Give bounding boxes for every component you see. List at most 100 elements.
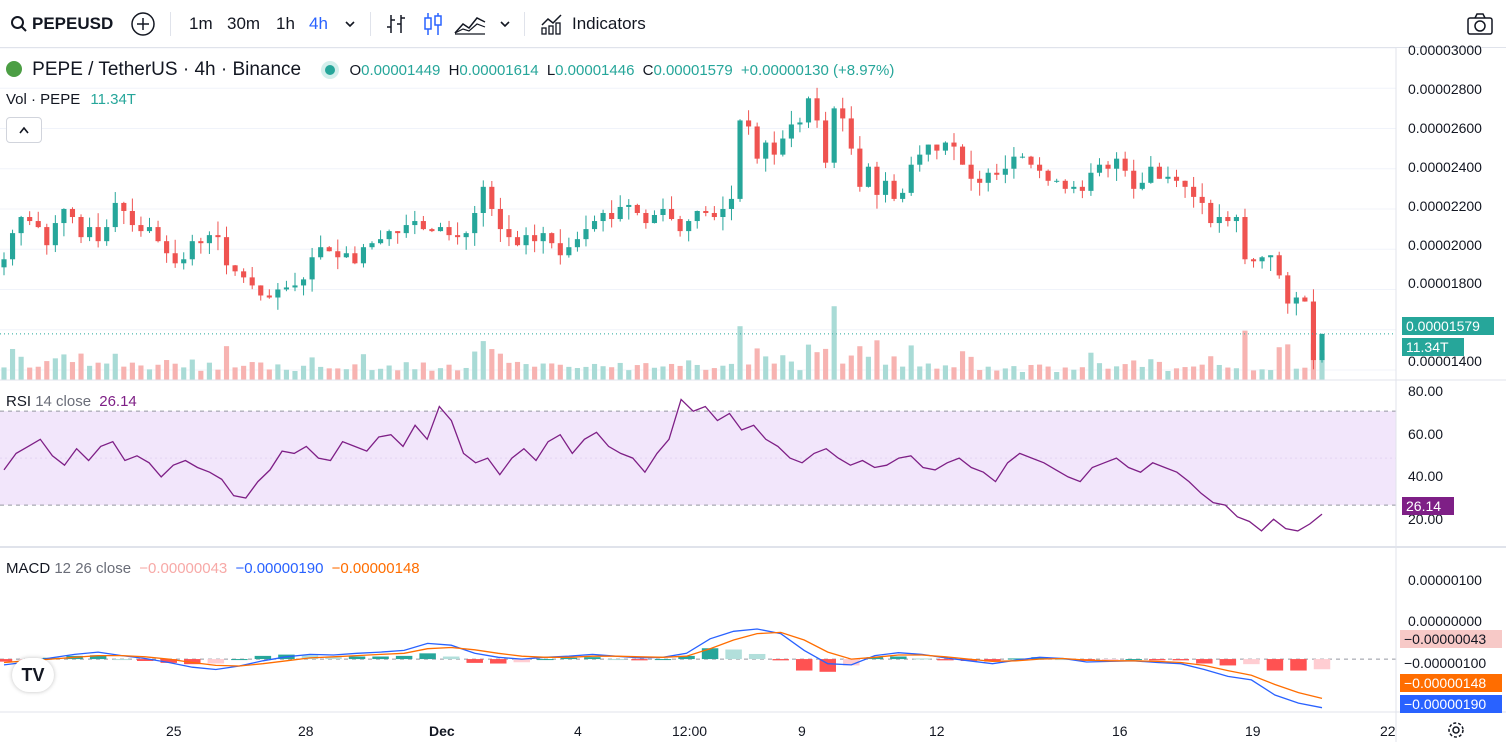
candle-body: [378, 239, 384, 244]
volume-bar: [917, 366, 923, 380]
volume-bar: [1216, 364, 1222, 380]
macd-histogram-bar: [819, 659, 836, 672]
volume-label: Vol · PEPE: [6, 91, 81, 108]
volume-bar: [52, 358, 58, 380]
macd-histogram-bar: [0, 659, 13, 662]
volume-bar: [1250, 370, 1257, 380]
volume-bar: [429, 370, 435, 380]
compare-symbol-button[interactable]: [130, 10, 156, 38]
volume-bar: [360, 354, 367, 380]
candles-style-button[interactable]: [421, 10, 445, 38]
candle-body: [343, 253, 349, 258]
candle-body: [27, 217, 33, 222]
chevron-up-icon: [19, 126, 29, 134]
candle-body: [155, 227, 161, 242]
candle-body: [874, 166, 880, 195]
candle-body: [746, 120, 752, 127]
bars-style-button[interactable]: [385, 10, 407, 38]
snapshot-button[interactable]: [1466, 10, 1494, 38]
candle-body: [309, 257, 315, 280]
candle-body: [908, 164, 914, 193]
candle-body: [18, 217, 24, 234]
volume-bar: [925, 363, 931, 380]
candle-body: [1139, 182, 1145, 189]
candle-body: [737, 120, 743, 199]
volume-bar: [309, 357, 315, 380]
timeframe-1m[interactable]: 1m: [189, 10, 213, 38]
volume-bar: [121, 366, 127, 380]
tradingview-logo[interactable]: TV: [12, 658, 54, 692]
candle-body: [805, 98, 812, 123]
rsi-tick: 20.00: [1408, 511, 1444, 527]
macd-histogram-bar: [89, 655, 107, 660]
candle-body: [1293, 297, 1299, 304]
volume-bar: [1173, 368, 1180, 380]
macd-histogram-bar: [1031, 657, 1048, 660]
price-tick: 0.00003000: [1408, 42, 1482, 58]
chart-settings-button[interactable]: [1446, 720, 1466, 740]
volume-bar: [754, 348, 760, 380]
candle-body: [472, 212, 478, 234]
volume-bar: [455, 370, 461, 380]
volume-bar: [1302, 367, 1308, 380]
candle-body: [942, 142, 948, 151]
candle-body: [258, 285, 264, 296]
price-tick: 0.00001800: [1408, 275, 1482, 291]
candle-body: [617, 206, 623, 220]
macd-histogram-bar: [395, 655, 413, 660]
volume-bar: [1054, 372, 1060, 380]
candle-body: [686, 221, 692, 232]
candle-body: [668, 208, 675, 220]
volume-bar: [241, 365, 247, 380]
candle-body: [1319, 333, 1325, 361]
volume-bar: [703, 369, 709, 380]
ohlc-change: +0.00000130 (+8.97%): [740, 62, 895, 79]
volume-bar: [549, 363, 555, 380]
ohlc-o-label: O: [349, 62, 362, 79]
chart-style-menu-button[interactable]: [498, 10, 512, 38]
candle-body: [754, 126, 760, 159]
candle-body: [1045, 170, 1051, 181]
symbol-search[interactable]: PEPEUSD: [10, 10, 113, 38]
ohlc-high: 0.00001614: [459, 62, 539, 79]
candle-body: [951, 142, 957, 147]
candle-body: [660, 208, 666, 216]
ohlc-open: 0.00001449: [361, 62, 441, 79]
volume-bar: [506, 362, 512, 380]
candle-body: [386, 231, 392, 240]
chart-canvas[interactable]: [0, 48, 1506, 742]
timeframe-4h[interactable]: 4h: [309, 10, 328, 38]
volume-bar: [566, 366, 572, 380]
collapse-legend-button[interactable]: [6, 117, 42, 143]
timeframe-menu-button[interactable]: [343, 10, 357, 38]
candle-body: [959, 146, 966, 165]
timeframe-1h[interactable]: 1h: [276, 10, 295, 38]
candle-body: [360, 247, 367, 264]
rsi-tick: 80.00: [1408, 383, 1444, 399]
volume-bar: [1319, 353, 1325, 380]
candle-body: [206, 235, 212, 244]
indicators-label: Indicators: [572, 14, 646, 33]
indicators-button[interactable]: Indicators: [540, 10, 646, 38]
candle-body: [566, 247, 572, 256]
volume-bar: [831, 306, 837, 380]
volume-bar: [78, 353, 84, 380]
camera-icon: [1467, 13, 1493, 35]
candle-body: [1131, 170, 1137, 189]
volume-bar: [788, 361, 794, 380]
candle-body: [326, 247, 332, 252]
volume-bar: [1028, 364, 1034, 380]
macd-histogram-bar: [843, 659, 860, 666]
area-style-button[interactable]: [454, 10, 486, 38]
volume-bar: [1156, 361, 1162, 380]
volume-bar: [720, 365, 726, 380]
candle-body: [121, 202, 127, 211]
last-volume-chip: 11.34T: [1402, 338, 1464, 356]
volume-bar: [472, 351, 478, 380]
volume-bar: [1096, 363, 1103, 380]
macd-histogram-bar: [1149, 659, 1166, 661]
timeframe-30m[interactable]: 30m: [227, 10, 260, 38]
volume-bar: [155, 364, 161, 380]
chevron-down-icon: [345, 21, 355, 28]
volume-bar: [318, 366, 324, 380]
